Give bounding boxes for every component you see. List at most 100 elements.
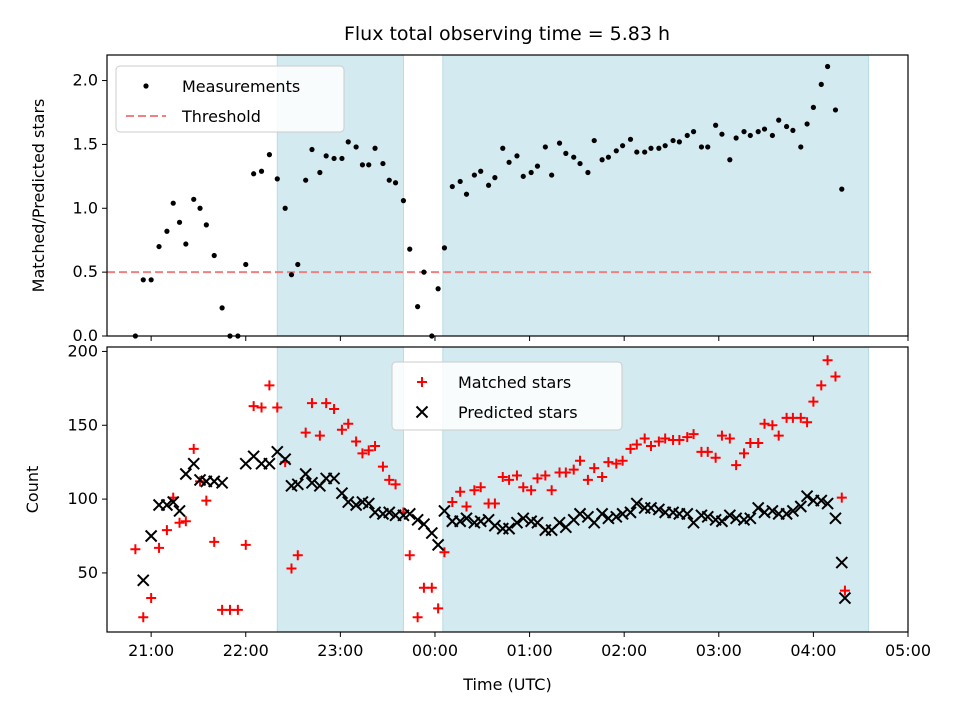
data-point bbox=[630, 497, 644, 510]
data-point bbox=[303, 177, 309, 183]
x-tick-label: 22:00 bbox=[223, 641, 269, 660]
data-point bbox=[441, 245, 448, 251]
data-point bbox=[676, 139, 682, 145]
data-point bbox=[291, 478, 304, 491]
x-tick-label: 23:00 bbox=[317, 641, 363, 660]
chart-title: Flux total observing time = 5.83 h bbox=[344, 23, 670, 45]
data-point bbox=[288, 272, 295, 278]
data-point bbox=[370, 440, 381, 451]
data-point bbox=[560, 467, 571, 478]
data-point bbox=[540, 470, 551, 481]
data-point bbox=[582, 474, 593, 485]
legend-marker bbox=[415, 405, 429, 419]
data-point bbox=[786, 504, 800, 518]
data-point bbox=[502, 522, 516, 535]
data-point bbox=[800, 489, 814, 503]
legend-marker bbox=[417, 377, 427, 387]
data-point bbox=[829, 512, 842, 525]
data-point bbox=[197, 205, 203, 211]
data-point bbox=[188, 443, 199, 454]
data-point bbox=[815, 494, 828, 507]
y-tick-label: 1.0 bbox=[73, 198, 98, 217]
data-point bbox=[627, 136, 634, 142]
data-point bbox=[140, 277, 146, 283]
data-point bbox=[173, 504, 186, 518]
data-point bbox=[471, 172, 477, 178]
data-point bbox=[733, 135, 739, 141]
data-point bbox=[251, 171, 257, 177]
data-point bbox=[613, 148, 619, 154]
x-tick-label: 02:00 bbox=[601, 641, 647, 660]
data-point bbox=[161, 525, 172, 536]
data-point bbox=[798, 144, 804, 150]
data-point bbox=[670, 137, 676, 144]
data-point bbox=[266, 152, 273, 158]
data-point bbox=[433, 603, 444, 614]
top-panel: 0.0 0.5 1.0 1.5 2.0 Matched/Predicted stars Me… bbox=[29, 54, 909, 345]
data-point bbox=[219, 305, 225, 311]
data-point bbox=[773, 430, 784, 441]
data-point bbox=[461, 501, 472, 512]
data-point bbox=[282, 205, 288, 211]
data-point bbox=[835, 556, 848, 569]
data-point bbox=[403, 507, 416, 521]
legend-box bbox=[115, 65, 345, 133]
data-point bbox=[790, 127, 796, 133]
data-point bbox=[183, 241, 189, 247]
legend-label: Predicted stars bbox=[458, 403, 578, 422]
data-point bbox=[731, 460, 742, 471]
data-point bbox=[681, 507, 694, 521]
data-point bbox=[488, 519, 502, 532]
data-point bbox=[191, 196, 197, 202]
data-point bbox=[299, 467, 312, 481]
data-point bbox=[258, 168, 265, 174]
data-point bbox=[818, 81, 824, 87]
x-tick-label: 04:00 bbox=[790, 641, 836, 660]
data-point bbox=[839, 585, 850, 596]
data-point bbox=[243, 261, 249, 268]
data-point bbox=[631, 439, 642, 450]
data-point bbox=[431, 538, 445, 552]
y-tick-label: 2.0 bbox=[73, 71, 98, 90]
y-tick-label: 100 bbox=[67, 489, 98, 508]
data-point bbox=[591, 137, 597, 144]
data-point bbox=[534, 163, 541, 169]
legend-box bbox=[391, 361, 623, 431]
data-point bbox=[705, 144, 711, 150]
data-point bbox=[331, 155, 337, 162]
data-point bbox=[248, 401, 259, 412]
data-point bbox=[577, 160, 583, 167]
data-point bbox=[520, 173, 526, 179]
data-point bbox=[321, 398, 332, 409]
data-point bbox=[603, 457, 614, 468]
data-point bbox=[392, 180, 399, 186]
data-point bbox=[690, 129, 697, 135]
data-point bbox=[278, 453, 292, 466]
data-point bbox=[822, 355, 833, 366]
x-tick-label: 01:00 bbox=[507, 641, 553, 660]
data-point bbox=[573, 507, 587, 521]
data-point bbox=[485, 182, 492, 188]
data-point bbox=[682, 432, 693, 443]
data-point bbox=[264, 380, 275, 391]
data-point bbox=[674, 435, 685, 446]
data-point bbox=[526, 485, 537, 496]
data-point bbox=[595, 507, 609, 521]
data-point bbox=[306, 398, 317, 409]
data-point bbox=[240, 539, 251, 550]
data-point bbox=[144, 529, 158, 543]
data-point bbox=[511, 470, 522, 481]
data-point bbox=[701, 510, 714, 524]
data-point bbox=[209, 536, 220, 547]
data-point bbox=[366, 162, 372, 168]
data-point bbox=[349, 498, 363, 512]
data-point bbox=[475, 482, 486, 493]
data-point bbox=[460, 512, 473, 525]
y-tick-label: 50 bbox=[78, 563, 98, 582]
data-point bbox=[329, 404, 340, 415]
y-axis-label: Matched/Predicted stars bbox=[29, 99, 48, 293]
data-point bbox=[532, 473, 543, 484]
data-point bbox=[383, 506, 396, 519]
legend-label: Threshold bbox=[181, 107, 261, 126]
data-point bbox=[597, 471, 608, 482]
